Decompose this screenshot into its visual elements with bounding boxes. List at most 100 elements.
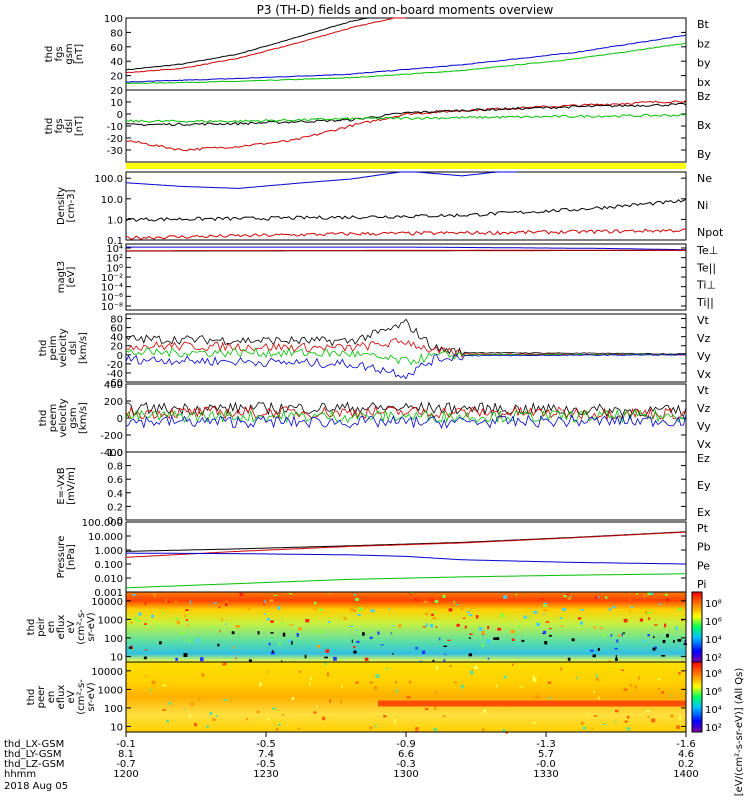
heatmap-texel bbox=[340, 700, 343, 704]
heatmap-texel bbox=[543, 630, 546, 635]
heatmap-texel bbox=[561, 625, 564, 627]
heatmap-texel bbox=[519, 686, 524, 688]
panel-7: 1.0 0.8 0.6 0.4 0.2 0.0 E=-VxB [mV/m] Ez Ey Ex bbox=[56, 448, 711, 527]
legend-entry: Te|| bbox=[696, 261, 716, 274]
heatmap-texel bbox=[467, 611, 470, 614]
panel-frame bbox=[125, 451, 687, 521]
heatmap-texel bbox=[624, 720, 628, 723]
legend-entry: bz bbox=[697, 37, 710, 50]
heatmap-texel bbox=[615, 657, 618, 661]
heatmap-texel bbox=[439, 637, 441, 641]
heatmap-texel bbox=[469, 614, 473, 617]
heatmap-texel bbox=[272, 707, 276, 710]
heatmap-texel bbox=[380, 644, 384, 646]
heatmap-texel bbox=[166, 719, 169, 723]
y-tick-label: 1.0 bbox=[107, 215, 123, 226]
heatmap-texel bbox=[653, 636, 655, 639]
heatmap-texel bbox=[266, 618, 270, 621]
heatmap-1 bbox=[126, 592, 686, 662]
heatmap-texel bbox=[543, 602, 548, 604]
heatmap-texel bbox=[324, 662, 327, 666]
y-axis-label: [cm-3] bbox=[66, 189, 77, 222]
y-axis-label: en bbox=[46, 621, 57, 634]
heatmap-texel bbox=[614, 647, 618, 650]
heatmap-texel bbox=[595, 596, 598, 600]
heatmap-texel bbox=[580, 621, 583, 625]
series-line-Vx bbox=[125, 413, 687, 429]
heatmap-texel bbox=[468, 637, 471, 639]
heatmap-texel bbox=[658, 688, 660, 690]
y-tick-label: 10000 bbox=[91, 597, 123, 608]
y-axis-label: E=-VxB bbox=[56, 467, 67, 504]
y-tick-label: 0.2 bbox=[107, 502, 123, 513]
heatmap-texel bbox=[374, 686, 378, 690]
y-tick-label: 40 bbox=[110, 333, 123, 344]
legend-entry: Ne bbox=[697, 172, 712, 185]
heatmap-texel bbox=[199, 698, 201, 701]
heatmap-texel bbox=[630, 606, 634, 608]
legend-entry: Te⊥ bbox=[696, 244, 718, 257]
colorbar-label: 10⁸ bbox=[705, 599, 722, 610]
y-axis-label: thd bbox=[44, 46, 55, 63]
heatmap-texel bbox=[430, 624, 434, 628]
y-tick-label: -20 bbox=[107, 360, 123, 371]
panel-8: 100.000 10.000 1.000 0.100 0.010 0.001 Pressur… bbox=[56, 518, 711, 599]
heatmap-texel bbox=[625, 620, 627, 622]
heatmap-texel bbox=[324, 656, 328, 659]
colorbar-label: 10² bbox=[705, 653, 722, 664]
heatmap-texel bbox=[421, 650, 426, 655]
heatmap-texel bbox=[314, 608, 317, 610]
heatmap-texel bbox=[151, 614, 154, 618]
heatmap-texel bbox=[597, 596, 600, 599]
y-tick-label: 10 bbox=[110, 722, 123, 733]
status-bar bbox=[126, 163, 686, 169]
heatmap-texel bbox=[201, 673, 205, 677]
heatmap-texel bbox=[357, 610, 360, 613]
colorbar-label: 10⁴ bbox=[705, 635, 722, 646]
heatmap-texel bbox=[443, 659, 446, 662]
y-tick-label: -40 bbox=[107, 369, 123, 380]
heatmap-texel bbox=[433, 611, 436, 614]
y-axis-label: sr-eV) bbox=[86, 682, 97, 711]
heatmap-texel bbox=[665, 598, 669, 602]
heatmap-texel bbox=[175, 617, 179, 620]
heatmap-texel bbox=[605, 596, 608, 600]
heatmap-texel bbox=[414, 598, 418, 602]
heatmap-texel bbox=[500, 613, 505, 618]
y-axis-label: dsl bbox=[68, 341, 79, 355]
heatmap-texel bbox=[218, 606, 221, 609]
heatmap-texel bbox=[341, 685, 343, 689]
legend-entry: By bbox=[697, 148, 712, 161]
heatmap-texel bbox=[529, 615, 531, 619]
legend-entry: Vy bbox=[697, 420, 711, 433]
heatmap-texel bbox=[612, 606, 616, 608]
y-tick-label: 60 bbox=[110, 43, 123, 54]
y-tick-label: 100.000 bbox=[82, 518, 123, 529]
heatmap-texel bbox=[549, 627, 552, 630]
heatmap-texel bbox=[225, 623, 227, 625]
heatmap-texel bbox=[610, 634, 613, 637]
heatmap-texel bbox=[276, 728, 279, 731]
heatmap-texel bbox=[257, 631, 260, 635]
heatmap-texel bbox=[602, 633, 606, 637]
heatmap-texel bbox=[319, 608, 323, 611]
x-row-label: thd_LY-GSM bbox=[4, 749, 61, 760]
heatmap-texel bbox=[259, 682, 262, 687]
series-line-Vz bbox=[125, 405, 687, 421]
heatmap-texel bbox=[511, 638, 515, 641]
heatmap-texel bbox=[503, 595, 508, 599]
heatmap-texel bbox=[570, 596, 572, 598]
heatmap-texel bbox=[216, 714, 218, 717]
y-tick-label: 80 bbox=[110, 315, 123, 326]
y-tick-label: 10⁰ bbox=[106, 263, 123, 274]
heatmap-texel bbox=[588, 712, 591, 715]
heatmap-texel bbox=[187, 623, 189, 627]
x-row-label: thd_LZ-GSM bbox=[4, 759, 65, 770]
heatmap-texel bbox=[298, 627, 302, 631]
heatmap-texel bbox=[180, 631, 185, 635]
heatmap-texel bbox=[248, 659, 252, 662]
legend-entry: Pi bbox=[697, 578, 706, 591]
heatmap-texel bbox=[388, 608, 390, 610]
heatmap-texel bbox=[319, 629, 322, 634]
x-tick-label: 1300 bbox=[393, 769, 418, 780]
